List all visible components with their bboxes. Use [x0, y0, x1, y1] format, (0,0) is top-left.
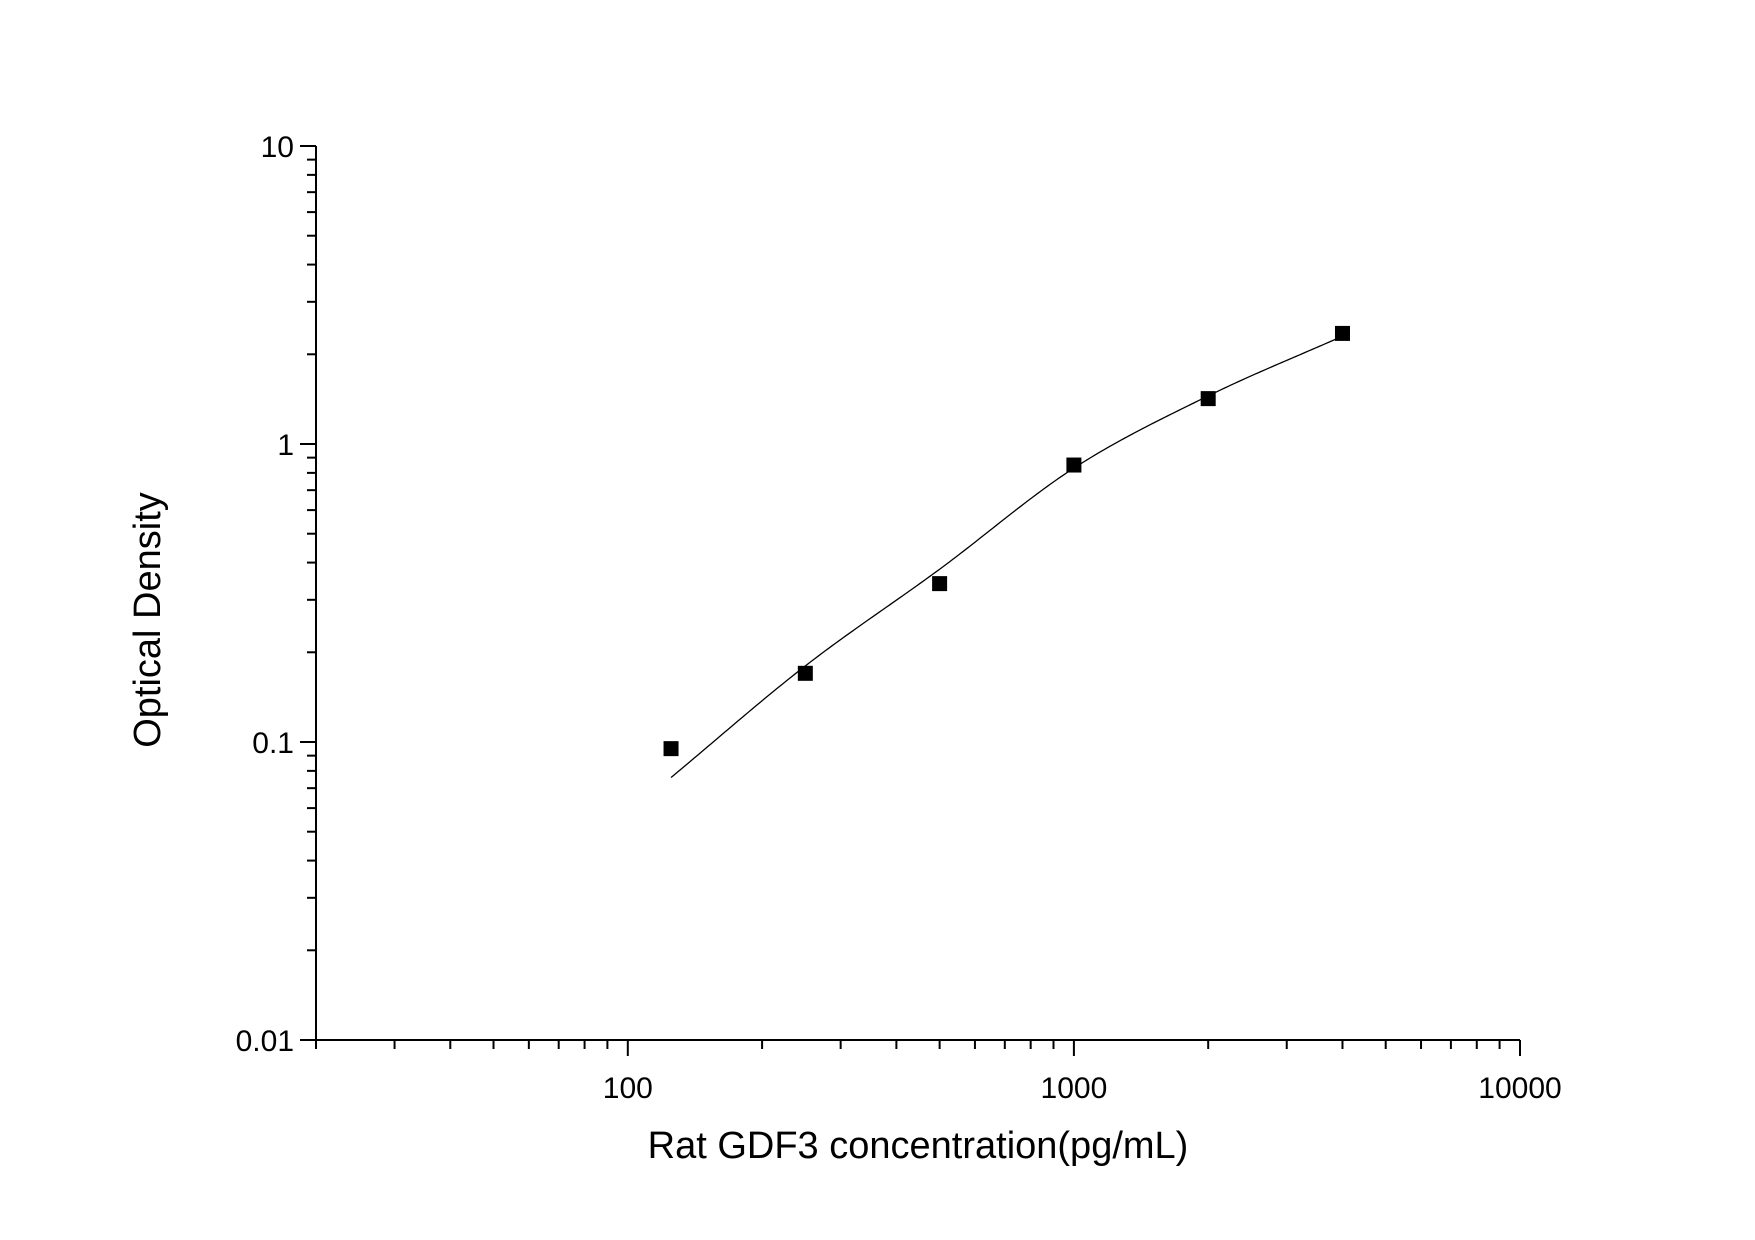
- ticks: [300, 145, 1521, 1056]
- data-points: [663, 325, 1350, 757]
- data-point: [797, 665, 813, 681]
- y-tick-label: 0.1: [252, 727, 294, 760]
- y-tick-label: 1: [277, 429, 294, 462]
- data-point: [663, 741, 679, 757]
- data-point: [1066, 457, 1082, 473]
- tick-labels: 100 1000 10000 0.01 0.1 1 10: [236, 131, 1562, 1105]
- y-tick-label: 10: [261, 131, 294, 164]
- fit-curve-line: [670, 335, 1343, 779]
- fit-curve: [670, 335, 1343, 779]
- y-tick-label: 0.01: [236, 1025, 294, 1058]
- x-tick-label: 10000: [1478, 1072, 1561, 1105]
- x-tick-label: 100: [603, 1072, 653, 1105]
- axes: [315, 146, 1520, 1041]
- y-axis-title: Optical Density: [127, 492, 169, 748]
- data-point: [932, 576, 948, 592]
- x-tick-label: 1000: [1041, 1072, 1108, 1105]
- data-point: [1334, 325, 1350, 341]
- data-point: [1200, 391, 1216, 407]
- x-axis-title: Rat GDF3 concentration(pg/mL): [648, 1125, 1189, 1167]
